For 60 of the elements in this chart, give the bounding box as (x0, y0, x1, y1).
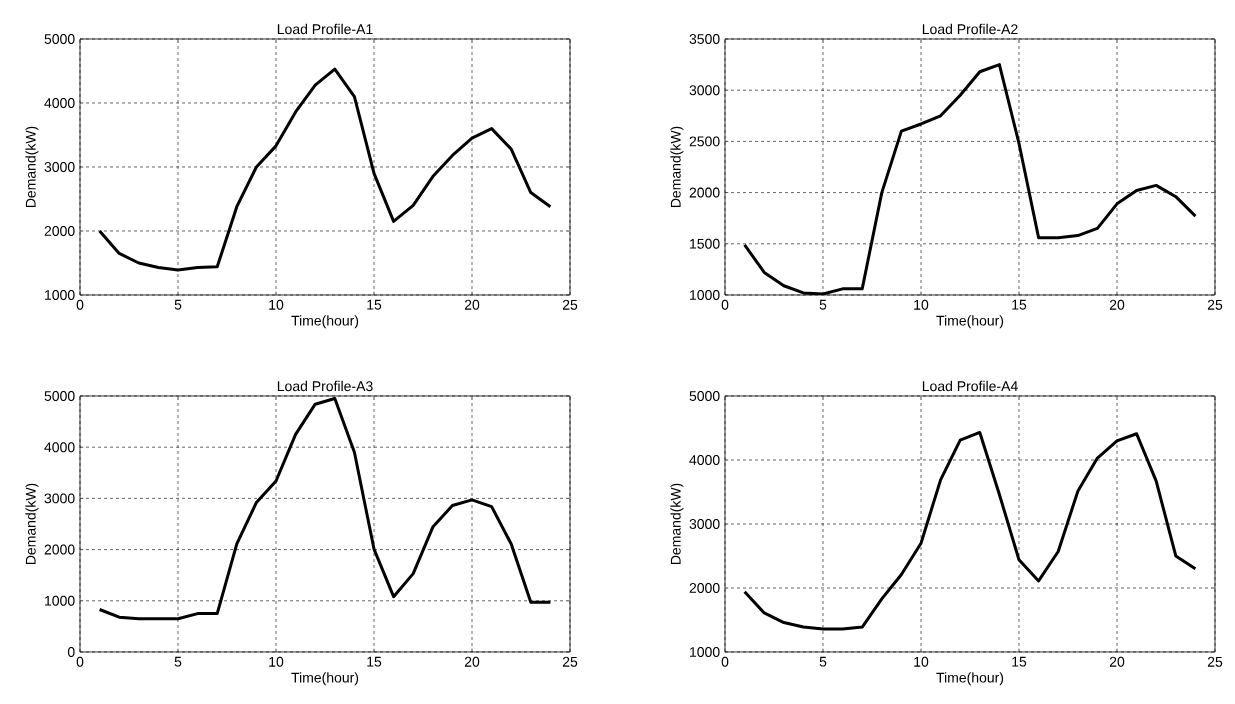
chart-title: Load Profile-A4 (922, 380, 1018, 392)
y-axis-title: Demand(kW) (670, 483, 684, 565)
y-tick-label: 3500 (689, 34, 720, 44)
line-series (743, 430, 1197, 631)
y-tick-label: 2000 (44, 544, 75, 555)
x-tick-label: 15 (367, 299, 382, 310)
x-tick-label: 5 (174, 656, 182, 667)
x-tick-label: 0 (721, 656, 729, 667)
x-tick-label: 20 (1109, 299, 1125, 310)
x-tick-label: 20 (464, 656, 480, 667)
y-axis-title: Demand(kW) (25, 126, 39, 208)
y-tick-label: 5000 (689, 391, 720, 401)
x-tick-label: 0 (76, 299, 84, 310)
x-tick-label: 25 (562, 656, 578, 667)
x-axis-title: Time(hour) (291, 672, 359, 686)
y-tick-label: 1000 (45, 595, 75, 606)
y-tick-label: 3000 (44, 493, 75, 504)
y-tick-label: 2000 (689, 583, 720, 593)
y-tick-label: 1500 (690, 238, 720, 249)
chart-title: Load Profile-A1 (277, 23, 373, 35)
y-tick-label: 1000 (690, 290, 720, 300)
y-tick-label: 5000 (44, 34, 75, 44)
x-tick-label: 0 (721, 299, 729, 310)
x-tick-label: 15 (1012, 656, 1027, 667)
y-tick-label: 3000 (44, 162, 75, 172)
x-tick-label: 10 (269, 656, 284, 667)
y-tick-label: 2000 (689, 187, 720, 198)
y-tick-label: 3000 (689, 519, 720, 529)
y-tick-label: 4000 (44, 442, 75, 453)
x-axis-title: Time(hour) (936, 672, 1004, 686)
y-tick-label: 4000 (44, 98, 75, 108)
x-tick-label: 5 (819, 656, 827, 667)
x-tick-label: 20 (464, 299, 480, 310)
chart-title: Load Profile-A2 (922, 23, 1018, 35)
x-tick-label: 15 (1012, 299, 1027, 310)
x-tick-label: 25 (1207, 299, 1223, 310)
x-tick-label: 20 (1109, 656, 1125, 667)
chart-title: Load Profile-A3 (277, 380, 373, 392)
y-tick-label: 5000 (44, 391, 75, 401)
x-axis-title: Time(hour) (291, 315, 359, 329)
x-tick-label: 10 (914, 299, 929, 310)
y-tick-label: 0 (67, 647, 75, 657)
x-tick-label: 15 (367, 656, 382, 667)
x-tick-label: 5 (819, 299, 827, 310)
x-tick-label: 25 (1207, 656, 1223, 667)
y-tick-label: 4000 (689, 455, 720, 465)
x-axis-title: Time(hour) (936, 315, 1004, 329)
x-tick-label: 0 (76, 656, 84, 667)
y-tick-label: 2000 (44, 226, 75, 236)
x-tick-label: 10 (914, 656, 929, 667)
y-tick-label: 1000 (690, 647, 720, 657)
y-tick-label: 1000 (45, 290, 75, 300)
y-axis-title: Demand(kW) (670, 126, 684, 208)
x-tick-label: 25 (562, 299, 578, 310)
x-tick-label: 10 (269, 299, 284, 310)
x-tick-label: 5 (174, 299, 182, 310)
line-series (98, 67, 552, 272)
y-tick-label: 2500 (689, 136, 720, 147)
y-tick-label: 3000 (689, 85, 720, 96)
y-axis-title: Demand(kW) (25, 483, 39, 565)
